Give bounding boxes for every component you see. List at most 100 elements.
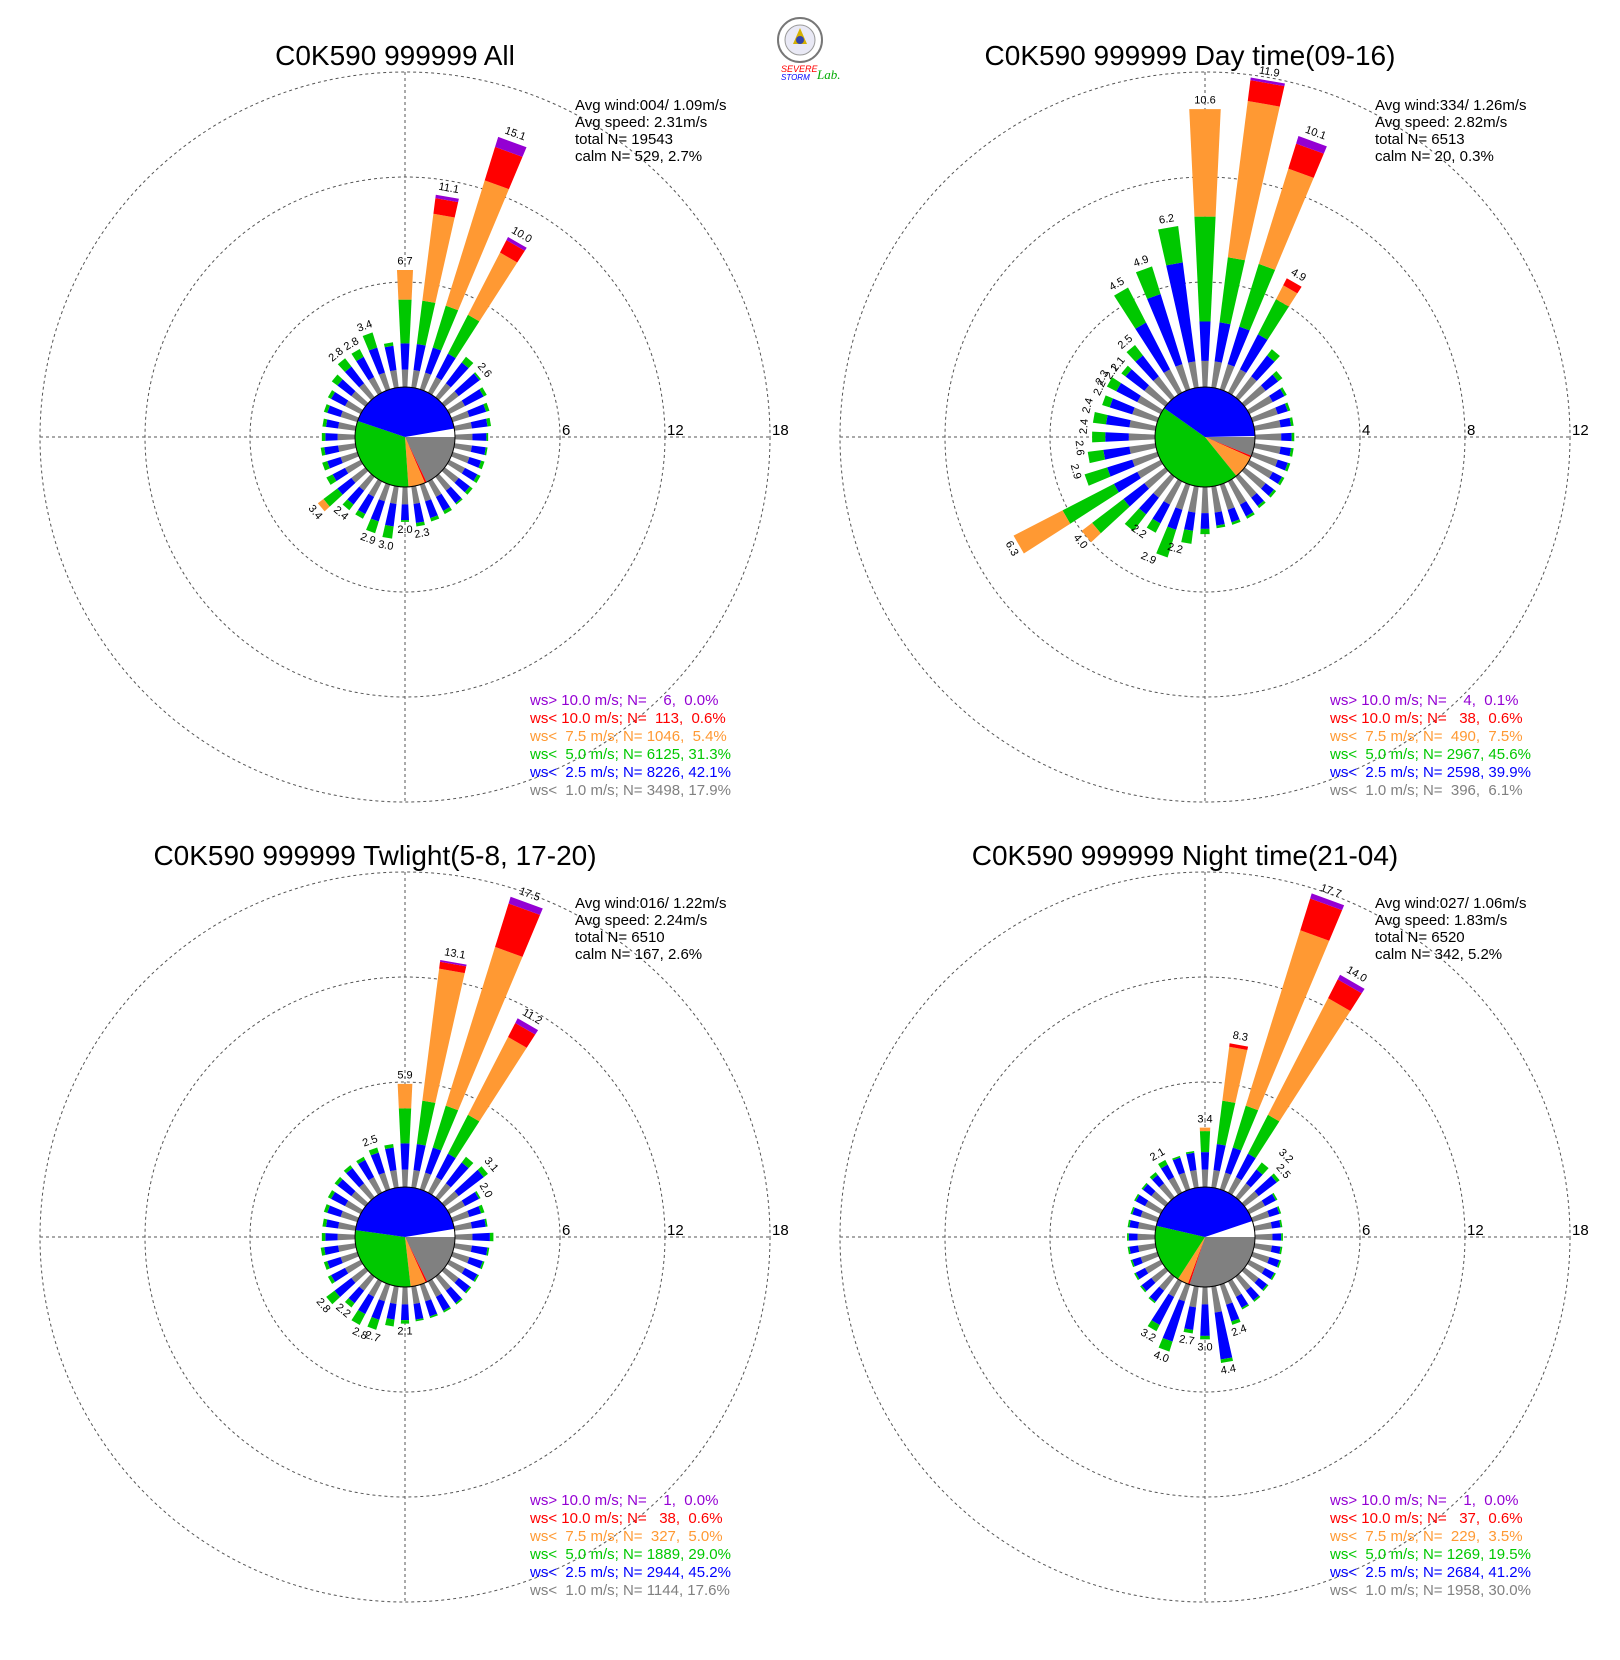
- direction-bar-segment: [1124, 508, 1147, 532]
- direction-bar-segment: [356, 1156, 366, 1165]
- direction-bar-segment: [322, 461, 330, 471]
- direction-bar-segment: [435, 1153, 456, 1181]
- direction-bar-segment: [1285, 402, 1291, 412]
- direction-bar-segment: [1116, 382, 1141, 403]
- direction-bar-segment: [445, 1286, 462, 1304]
- direction-bar-segment: [327, 405, 343, 417]
- direction-bar-segment: [1219, 1283, 1233, 1305]
- stats-line: Avg wind:004/ 1.09m/s: [575, 97, 726, 114]
- direction-bar-segment: [1166, 262, 1196, 363]
- direction-bar-segment: [439, 961, 467, 974]
- direction-bar-segment: [1128, 1233, 1138, 1241]
- direction-bar-segment: [451, 1210, 470, 1223]
- direction-bar-segment: [1227, 507, 1240, 523]
- pie-slice: [405, 437, 427, 483]
- direction-bar-segment: [1186, 1152, 1197, 1172]
- direction-bar-segment: [1140, 1210, 1159, 1223]
- direction-bar-segment: [1241, 1267, 1259, 1283]
- pie-slice: [405, 437, 455, 483]
- bar-value-label: 8.3: [1232, 1030, 1249, 1044]
- direction-bar-segment: [1151, 1191, 1169, 1207]
- direction-bar-segment: [337, 1233, 356, 1241]
- direction-bar-segment: [1201, 360, 1209, 388]
- direction-bar-segment: [1135, 1194, 1149, 1207]
- legend-entry: ws< 10.0 m/s; N= 38, 0.6%: [1329, 710, 1523, 727]
- direction-bar-segment: [1247, 395, 1273, 415]
- direction-bar-segment: [1250, 77, 1285, 87]
- direction-bar-segment: [390, 370, 399, 389]
- legend-entry: ws< 1.0 m/s; N= 3498, 17.9%: [529, 782, 731, 799]
- direction-bar-segment: [419, 372, 432, 391]
- direction-bar-segment: [1328, 979, 1362, 1011]
- direction-bar-segment: [480, 1261, 485, 1270]
- direction-bar-segment: [1241, 1304, 1250, 1310]
- direction-bar-segment: [470, 1219, 486, 1229]
- direction-bar-segment: [1253, 1295, 1261, 1302]
- direction-bar-segment: [1163, 369, 1183, 395]
- direction-bar-segment: [455, 1298, 463, 1305]
- stats-line: Avg speed: 2.24m/s: [575, 912, 707, 929]
- direction-bar-segment: [454, 1169, 484, 1197]
- direction-bar-segment: [368, 1147, 379, 1156]
- direction-bar-segment: [1261, 1193, 1276, 1207]
- direction-bar-segment: [1251, 407, 1278, 423]
- direction-bar-segment: [1144, 1200, 1163, 1215]
- logo-text: SEVERE: [781, 64, 819, 74]
- direction-bar-segment: [1211, 1170, 1220, 1189]
- direction-bar-segment: [1200, 1304, 1210, 1336]
- direction-bar-segment: [1153, 473, 1175, 498]
- direction-bar-segment: [338, 1243, 357, 1252]
- direction-bar-segment: [1261, 1267, 1275, 1280]
- direction-bar-segment: [435, 1183, 451, 1201]
- direction-bar-segment: [508, 896, 543, 915]
- direction-bar-segment: [467, 1206, 482, 1217]
- direction-bar-segment: [330, 1267, 349, 1283]
- severe-storm-lab-logo: SEVERE STORM Lab.: [777, 17, 840, 82]
- direction-bar-segment: [1280, 387, 1287, 397]
- direction-bar-segment: [370, 499, 385, 522]
- direction-bar-segment: [1300, 898, 1343, 941]
- direction-bar-segment: [401, 1286, 409, 1305]
- bar-value-label: 6.2: [1158, 212, 1175, 226]
- legend-entry: ws< 5.0 m/s; N= 1269, 19.5%: [1329, 1546, 1531, 1563]
- direction-bar-segment: [415, 1318, 424, 1322]
- direction-bar-segment: [429, 1313, 438, 1319]
- direction-bar-segment: [325, 419, 340, 429]
- direction-bar-segment: [441, 1267, 459, 1283]
- direction-bar-segment: [1227, 369, 1247, 395]
- direction-bar-segment: [338, 1222, 357, 1231]
- direction-bar-segment: [326, 474, 337, 485]
- pie-slice: [405, 1237, 428, 1283]
- direction-bar-segment: [368, 347, 385, 375]
- direction-bar-segment: [400, 1320, 410, 1324]
- direction-bar-segment: [1201, 1286, 1209, 1305]
- direction-bar-segment: [486, 433, 489, 441]
- ring-label: 18: [772, 1222, 789, 1239]
- direction-bar-segment: [1245, 1286, 1260, 1301]
- direction-bar-segment: [1138, 492, 1159, 515]
- direction-bar-segment: [1267, 1257, 1280, 1268]
- direction-bar-segment: [1178, 1172, 1191, 1191]
- bar-value-label: 2.2: [1166, 541, 1184, 557]
- direction-bar-segment: [495, 136, 527, 157]
- direction-bar-segment: [445, 946, 523, 1111]
- direction-bar-segment: [322, 418, 328, 427]
- direction-bar-segment: [1260, 483, 1275, 496]
- direction-bar-segment: [1127, 1233, 1129, 1241]
- direction-bar-segment: [470, 445, 486, 455]
- direction-bar-segment: [386, 1302, 397, 1320]
- legend-entry: ws< 10.0 m/s; N= 113, 0.6%: [529, 710, 726, 727]
- direction-bar-segment: [411, 485, 420, 504]
- direction-bar-segment: [411, 1285, 420, 1304]
- direction-bar-segment: [1129, 1220, 1140, 1229]
- direction-bar-segment: [445, 486, 462, 504]
- ring-label: 12: [667, 1222, 684, 1239]
- direction-bar-segment: [451, 410, 470, 423]
- direction-bar-segment: [400, 1143, 410, 1170]
- direction-bar-segment: [1092, 431, 1106, 443]
- legend-entry: ws< 5.0 m/s; N= 1889, 29.0%: [529, 1546, 731, 1563]
- ring-label: 6: [1362, 1222, 1370, 1239]
- legend-entry: ws< 1.0 m/s; N= 1144, 17.6%: [529, 1582, 730, 1599]
- direction-bar-segment: [1257, 500, 1266, 509]
